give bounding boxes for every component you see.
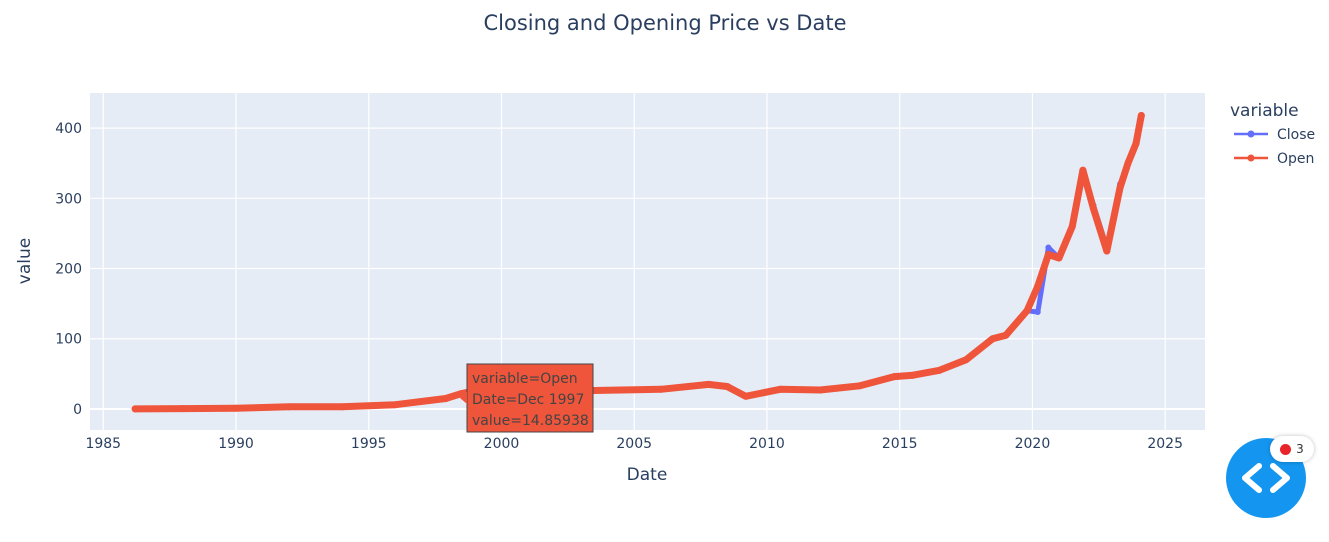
data-point-open	[1034, 282, 1042, 290]
data-point-open	[962, 356, 970, 364]
y-tick-label: 300	[55, 191, 82, 207]
data-point-open	[131, 405, 139, 413]
data-point-open	[1137, 111, 1145, 119]
data-point-open	[723, 382, 731, 390]
y-axis-title: value	[15, 238, 35, 284]
legend-label-open: Open	[1277, 151, 1314, 167]
data-point-open	[338, 403, 346, 411]
data-point-open	[1079, 166, 1087, 174]
data-point-open	[1116, 184, 1124, 192]
data-point-open	[890, 373, 898, 381]
x-tick-label: 2010	[749, 436, 785, 452]
data-point-open	[936, 366, 944, 374]
data-point-open	[285, 403, 293, 411]
record-dot-icon	[1280, 443, 1292, 455]
gridlines	[90, 93, 1205, 430]
plot-background	[90, 93, 1205, 430]
data-point-open	[442, 395, 450, 403]
data-point-open	[705, 380, 713, 388]
chart-title: Closing and Opening Price vs Date	[484, 11, 847, 35]
x-tick-label: 2005	[616, 436, 652, 452]
y-tick-label: 100	[55, 332, 82, 348]
legend-label-close: Close	[1277, 127, 1315, 143]
data-point-open	[1090, 205, 1097, 213]
data-point-open	[816, 386, 824, 394]
hover-line-3: value=14.85938	[472, 413, 589, 429]
code-toggle-button[interactable]	[1226, 438, 1306, 518]
data-point-close	[1034, 309, 1041, 316]
data-point-open	[909, 371, 917, 379]
data-point-open	[1055, 254, 1063, 262]
data-point-open	[1103, 247, 1111, 255]
data-point-open	[1132, 140, 1140, 148]
x-axis-title: Date	[627, 465, 668, 485]
data-point-close	[1045, 244, 1052, 251]
notification-badge[interactable]: 3	[1270, 436, 1314, 462]
data-point-open	[179, 405, 187, 413]
y-tick-labels: 0 100 200 300 400	[55, 121, 82, 418]
y-tick-label: 0	[73, 402, 82, 418]
badge-count: 3	[1296, 442, 1304, 456]
x-tick-label: 2015	[882, 436, 918, 452]
x-tick-label: 2000	[484, 436, 520, 452]
data-point-open	[742, 392, 750, 400]
hover-tooltip: variable=Open Date=Dec 1997 value=14.859…	[460, 363, 594, 433]
legend-title: variable	[1230, 101, 1299, 121]
x-tick-label: 2020	[1015, 436, 1051, 452]
x-tick-label: 1990	[218, 436, 254, 452]
data-point-open	[989, 335, 997, 343]
data-point-open	[1124, 159, 1132, 167]
data-point-open	[1002, 331, 1010, 339]
hover-pointer	[460, 392, 467, 404]
data-point-open	[617, 386, 625, 394]
data-point-open	[1023, 307, 1031, 315]
data-point-open	[776, 385, 784, 393]
y-tick-label: 400	[55, 121, 82, 137]
data-point-open	[232, 404, 240, 412]
legend-item-open[interactable]: Open	[1234, 151, 1314, 167]
data-point-open	[657, 385, 665, 393]
data-point-open	[1044, 250, 1052, 258]
data-point-open	[856, 382, 864, 390]
x-tick-label: 2025	[1147, 436, 1183, 452]
code-brackets-icon	[1242, 463, 1290, 493]
legend: variable Close Open	[1230, 101, 1315, 167]
x-tick-label: 1985	[85, 436, 121, 452]
legend-item-close[interactable]: Close	[1234, 127, 1315, 143]
hover-line-2: Date=Dec 1997	[472, 392, 584, 408]
hover-line-1: variable=Open	[472, 371, 578, 387]
series-layer	[131, 111, 1145, 413]
data-point-open	[391, 401, 399, 409]
data-point-open	[1068, 222, 1076, 230]
y-tick-label: 200	[55, 262, 82, 278]
x-tick-labels: 1985 1990 1995 2000 2005 2010 2015 2020 2025	[85, 436, 1183, 452]
hover-box	[466, 363, 594, 433]
x-tick-label: 1995	[351, 436, 387, 452]
